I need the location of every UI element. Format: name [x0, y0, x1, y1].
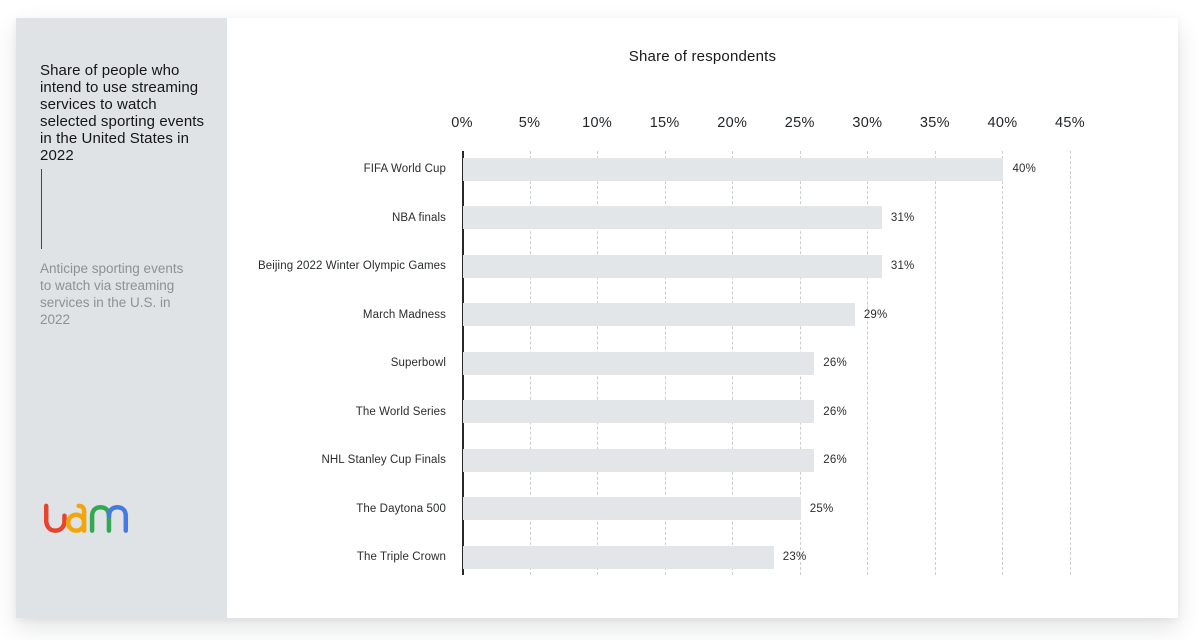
category-label: Beijing 2022 Winter Olympic Games	[257, 260, 446, 273]
chart-area: Share of respondents 0% 5% 10% 15% 20% 25% 30%…	[227, 18, 1178, 618]
category-label: NHL Stanley Cup Finals	[321, 454, 446, 467]
bar-value-label: 26%	[823, 357, 847, 370]
bar-value-label: 29%	[863, 308, 888, 321]
plot: 0% 5% 10% 15% 20% 25% 30% 35% 40% 45% FIFA World …	[227, 115, 1178, 582]
bar-track: 40%	[462, 157, 1070, 181]
logo-letter-m-left-arch	[89, 505, 112, 533]
bar	[463, 400, 815, 424]
bar-row: FIFA World Cup 40%	[227, 145, 1178, 194]
bar	[463, 448, 815, 472]
bar-track: 29%	[462, 303, 1070, 327]
x-tick-label: 5%	[518, 115, 541, 131]
plot-body: FIFA World Cup 40% NBA finals 31% Beijing 20…	[227, 145, 1178, 582]
bar-track: 26%	[462, 400, 1070, 424]
bar-value-label: 40%	[1012, 163, 1037, 176]
bar	[463, 206, 882, 230]
bar-track: 31%	[462, 206, 1070, 230]
udm-logo	[42, 503, 130, 534]
sidebar: Share of people who intend to use stream…	[16, 18, 227, 618]
bar-row: Superbowl 26%	[227, 339, 1178, 388]
logo-letter-d-stem	[76, 503, 87, 533]
bar-value-label: 31%	[890, 260, 915, 273]
x-tick-label: 0%	[451, 115, 473, 131]
x-tick-label: 20%	[717, 115, 748, 131]
sidebar-subtitle: Anticipe sporting events to watch via st…	[40, 261, 184, 327]
bar-rows: FIFA World Cup 40% NBA finals 31% Beijing 20…	[227, 145, 1178, 582]
category-label: The World Series	[355, 405, 446, 418]
x-tick-label: 45%	[1055, 115, 1085, 131]
bar-row: March Madness 29%	[227, 291, 1178, 340]
bar-row: The Daytona 500 25%	[227, 485, 1178, 534]
category-label: FIFA World Cup	[363, 163, 446, 176]
bar	[463, 351, 815, 375]
x-tick-label: 35%	[919, 115, 950, 131]
bar-row: The World Series 26%	[227, 388, 1178, 437]
bar-value-label: 26%	[823, 405, 847, 418]
chart-card: Share of people who intend to use stream…	[16, 18, 1178, 618]
bar	[463, 303, 855, 327]
x-axis-ticks: 0% 5% 10% 15% 20% 25% 30% 35% 40% 45%	[451, 115, 1084, 135]
bar-track: 25%	[462, 497, 1070, 521]
bar-value-label: 26%	[823, 454, 847, 467]
bar	[463, 545, 774, 569]
category-label: NBA finals	[391, 211, 446, 224]
x-tick-label: 30%	[852, 115, 883, 131]
sidebar-divider	[41, 169, 42, 249]
bar	[463, 254, 882, 278]
category-label: The Triple Crown	[356, 551, 446, 564]
x-tick-label: 10%	[582, 115, 613, 131]
sidebar-title: Share of people who intend to use stream…	[40, 62, 205, 164]
bar-track: 26%	[462, 448, 1070, 472]
x-tick-label: 15%	[649, 115, 680, 131]
bar-value-label: 23%	[782, 551, 807, 564]
bar-track: 23%	[462, 545, 1070, 569]
x-tick-label: 40%	[987, 115, 1018, 131]
logo-letter-u	[43, 503, 67, 533]
category-label: Superbowl	[390, 357, 446, 370]
chart-title: Share of respondents	[628, 48, 777, 65]
bar-row: The Triple Crown 23%	[227, 533, 1178, 582]
bar	[463, 497, 801, 521]
bar-row: NBA finals 31%	[227, 194, 1178, 243]
category-label: March Madness	[362, 308, 446, 321]
bar-value-label: 25%	[809, 502, 834, 515]
bar-value-label: 31%	[890, 211, 915, 224]
category-label: The Daytona 500	[356, 502, 446, 515]
bar-row: NHL Stanley Cup Finals 26%	[227, 436, 1178, 485]
x-tick-label: 25%	[784, 115, 815, 131]
logo-letter-m-right-arch	[106, 505, 129, 533]
bar-row: Beijing 2022 Winter Olympic Games 31%	[227, 242, 1178, 291]
bar-track: 26%	[462, 351, 1070, 375]
bar-track: 31%	[462, 254, 1070, 278]
logo-letter-d-bowl	[65, 512, 87, 533]
bar	[463, 157, 1004, 181]
